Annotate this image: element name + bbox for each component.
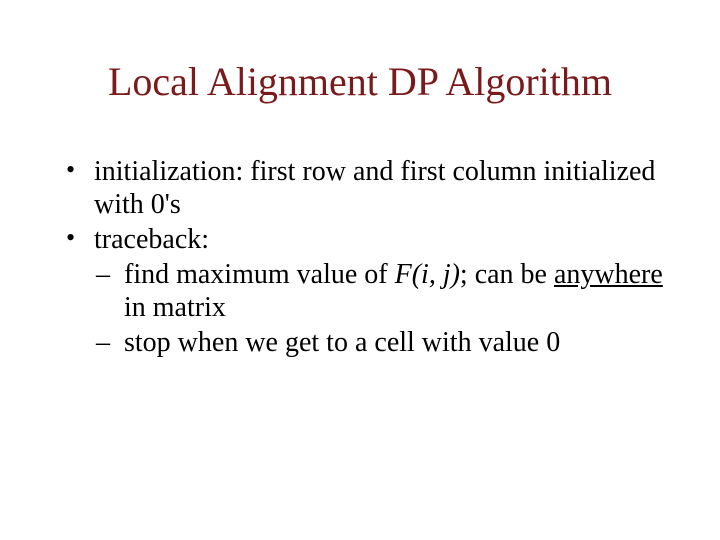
slide: Local Alignment DP Algorithm initializat… — [0, 0, 720, 540]
slide-body: initialization: first row and first colu… — [60, 155, 680, 361]
text-find-max-a: find maximum value of — [124, 259, 395, 290]
dash-find-max: find maximum value of F(i, j); can be an… — [60, 258, 680, 324]
bullet-initialization: initialization: first row and first colu… — [60, 155, 680, 221]
slide-title: Local Alignment DP Algorithm — [0, 58, 720, 105]
dash-stop: stop when we get to a cell with value 0 — [60, 326, 680, 359]
text-fij: F(i, j) — [395, 259, 460, 290]
text-find-max-e: in matrix — [124, 292, 226, 323]
text-find-max-c: ; can be — [460, 259, 554, 290]
text-anywhere: anywhere — [554, 259, 663, 290]
bullet-traceback: traceback: — [60, 223, 680, 256]
